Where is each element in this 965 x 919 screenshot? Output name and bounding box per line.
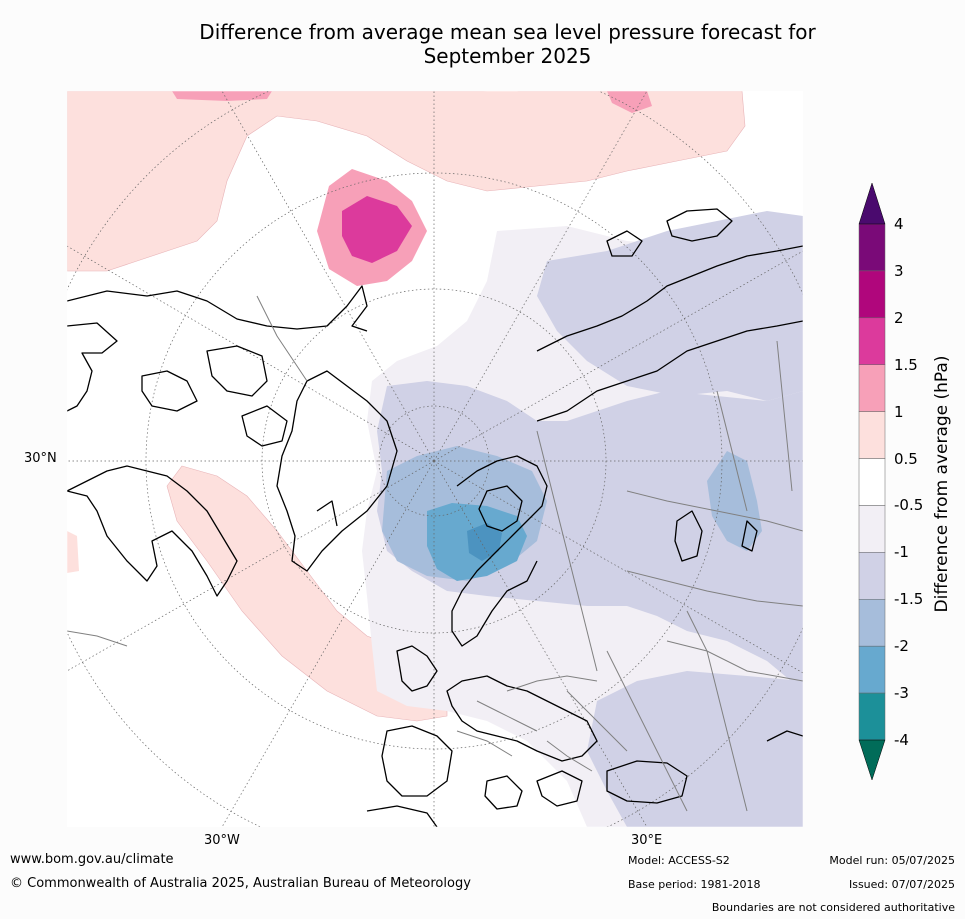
country-borders xyxy=(67,295,803,812)
colorbar-tick-label: -2 xyxy=(894,637,909,656)
colorbar-tick-label: 1 xyxy=(894,402,904,421)
copyright-text: © Commonwealth of Australia 2025, Austra… xyxy=(10,876,471,891)
colorbar-under-arrow xyxy=(858,739,886,781)
colorbar-segment xyxy=(858,223,886,272)
coastlines xyxy=(67,208,803,827)
website-link[interactable]: www.bom.gov.au/climate xyxy=(10,852,174,867)
colorbar-tick-label: -1 xyxy=(894,543,909,562)
colorbar-segment xyxy=(858,270,886,319)
title-line-2: September 2025 xyxy=(423,44,592,68)
colorbar-segment xyxy=(858,411,886,459)
colorbar-tick-label: 1.5 xyxy=(894,355,918,374)
colorbar-segment xyxy=(858,599,886,647)
graticule xyxy=(67,91,803,827)
colorbar-tick-label: 0.5 xyxy=(894,449,918,468)
colorbar-segment xyxy=(858,505,886,553)
lon-label-30e: 30°E xyxy=(631,833,663,848)
colorbar-segment xyxy=(858,364,886,412)
colorbar xyxy=(858,182,886,781)
lon-label-30w: 30°W xyxy=(204,833,240,848)
model-run-date: Model run: 05/07/2025 xyxy=(829,854,955,867)
colorbar-title-text: Difference from average (hPa) xyxy=(932,355,952,613)
colorbar-tick-label: -0.5 xyxy=(894,496,924,515)
colorbar-tick-label: -1.5 xyxy=(894,590,924,609)
colorbar-segment xyxy=(858,317,886,365)
model-name: Model: ACCESS-S2 xyxy=(628,854,730,867)
colorbar-segment xyxy=(858,458,886,506)
colorbar-over-arrow xyxy=(858,182,886,225)
colorbar-segment xyxy=(858,645,886,694)
map-title: Difference from average mean sea level p… xyxy=(0,20,965,68)
colorbar-segment xyxy=(858,552,886,600)
colorbar-tick-label: -4 xyxy=(894,731,909,749)
title-line-1: Difference from average mean sea level p… xyxy=(199,20,816,44)
boundaries-disclaimer: Boundaries are not considered authoritat… xyxy=(711,901,955,914)
colorbar-segment xyxy=(858,692,886,741)
lat-label-30n: 30°N xyxy=(24,451,57,466)
base-period: Base period: 1981-2018 xyxy=(628,878,761,891)
pressure-anomaly-map xyxy=(67,91,803,827)
colorbar-tick-label: 3 xyxy=(894,261,904,280)
colorbar-tick-label: -3 xyxy=(894,684,909,703)
issued-date: Issued: 07/07/2025 xyxy=(848,878,955,891)
colorbar-tick-label: 4 xyxy=(894,215,904,233)
colorbar-tick-label: 2 xyxy=(894,308,904,327)
